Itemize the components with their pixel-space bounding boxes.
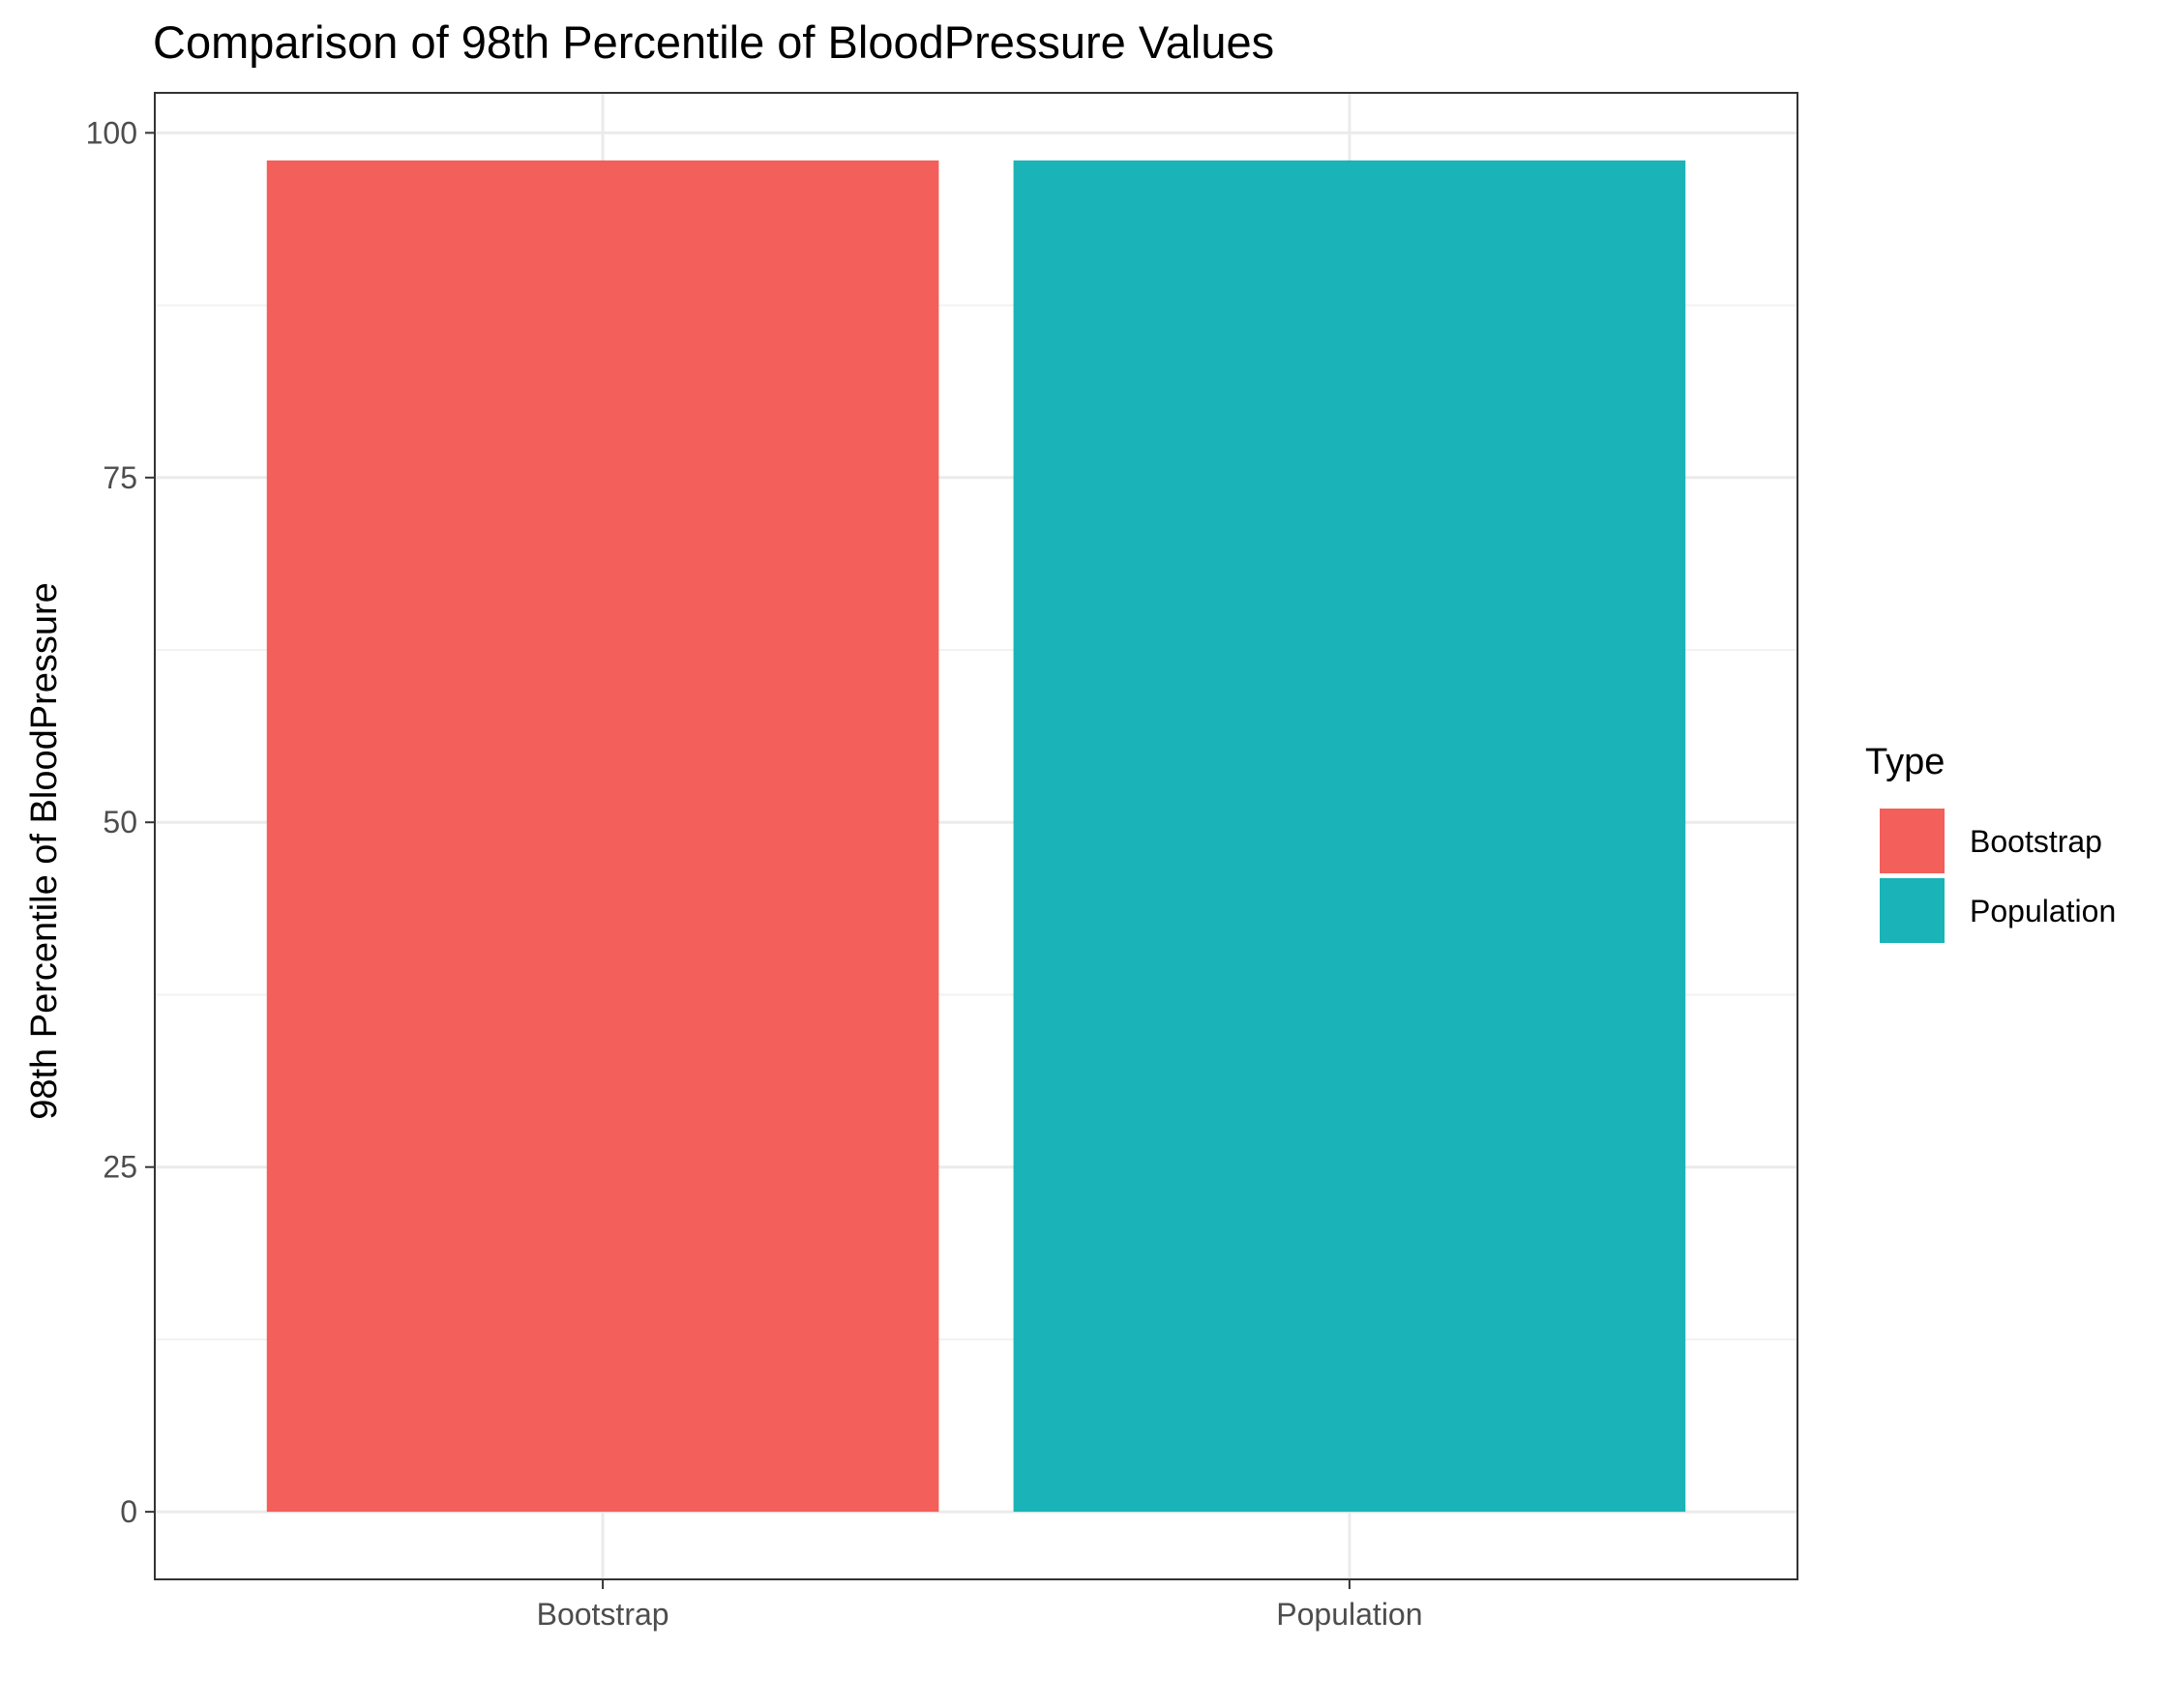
legend-title: Type	[1865, 742, 1945, 782]
legend-items: Bootstrap Population	[1880, 809, 2116, 943]
panel-border	[154, 92, 1798, 1580]
y-axis-title: 98th Percentile of BloodPressure	[24, 582, 65, 1120]
legend-label: Bootstrap	[1970, 824, 2102, 859]
legend-key-bootstrap	[1880, 809, 1945, 873]
x-tick-label: Population	[1276, 1597, 1422, 1632]
chart-title: Comparison of 98th Percentile of BloodPr…	[153, 16, 1274, 68]
y-tick-label: 50	[103, 805, 137, 839]
x-tick-label: Bootstrap	[537, 1597, 669, 1632]
y-tick-label: 100	[86, 115, 137, 150]
legend-label: Population	[1970, 894, 2116, 928]
y-axis: 0 25 50 75 100	[86, 115, 155, 1529]
legend-key-population	[1880, 878, 1945, 943]
y-tick-label: 75	[103, 460, 137, 495]
legend: Type Bootstrap Population	[1865, 742, 2116, 943]
y-tick-label: 25	[103, 1150, 137, 1185]
y-tick-label: 0	[120, 1494, 137, 1529]
bar-bootstrap	[266, 160, 939, 1513]
bars	[266, 160, 1686, 1513]
x-axis: Bootstrap Population	[537, 1579, 1423, 1632]
bar-population	[1013, 160, 1686, 1513]
